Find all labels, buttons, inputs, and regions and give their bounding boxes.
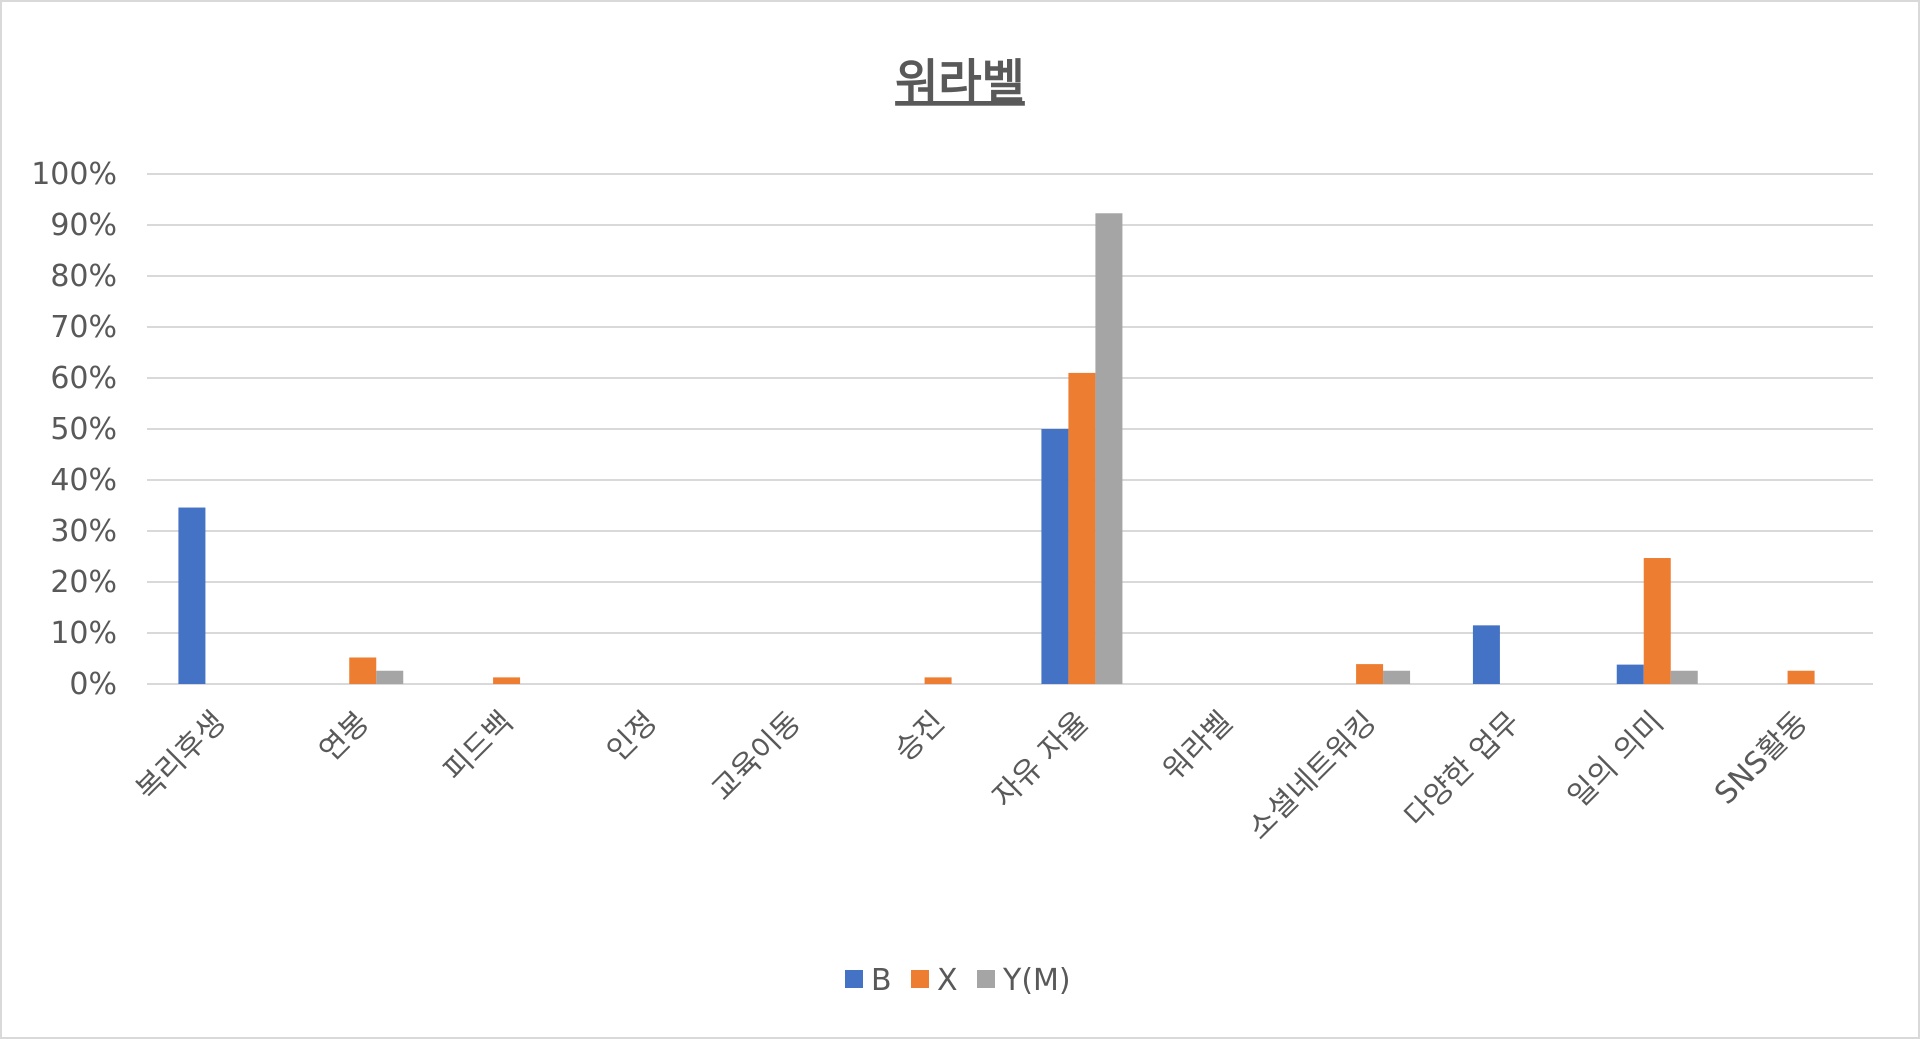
y-tick-label: 20% [50, 565, 117, 600]
y-tick-label: 80% [50, 259, 117, 294]
legend-swatch [977, 970, 995, 988]
legend-swatch [845, 970, 863, 988]
y-tick-label: 40% [50, 463, 117, 498]
y-tick-label: 60% [50, 361, 117, 396]
y-tick-label: 100% [31, 157, 117, 192]
bar-x-6 [924, 677, 952, 684]
x-category-label: 다양한 업무 [1398, 705, 1527, 834]
gridlines [147, 173, 1873, 685]
x-category-label: 승진 [888, 705, 952, 769]
y-tick-label: 10% [50, 616, 117, 651]
y-tick-label: 70% [50, 310, 117, 345]
chart-title: 워라벨 [895, 55, 1025, 110]
bar-x-7 [1068, 372, 1096, 684]
bar-b-11 [1616, 664, 1644, 684]
x-category-label: 자유 자율 [986, 705, 1096, 815]
bars [178, 213, 1815, 684]
x-category-label: SNS활동 [1708, 705, 1815, 812]
bar-x-11 [1643, 558, 1671, 684]
legend-swatch [911, 970, 929, 988]
legend: B X Y(M) [845, 963, 1071, 998]
x-category-label: 피드백 [437, 705, 520, 788]
x-axis-categories: 복리후생 연봉 피드백 인정 교육이동 승진 자유 자율 워라벨 소셜네트워킹 다양한 업무 일의 … [130, 705, 1815, 847]
legend-label: X [937, 963, 958, 998]
bar-x-2 [349, 657, 377, 684]
bar-y-m-7 [1095, 213, 1123, 684]
bar-x-9 [1356, 664, 1384, 684]
x-category-label: 교육이동 [705, 705, 808, 808]
bar-b-10 [1472, 625, 1500, 684]
x-category-label: 소셜네트워킹 [1241, 705, 1383, 847]
bar-x-3 [493, 677, 521, 684]
y-tick-label: 30% [50, 514, 117, 549]
bar-x-12 [1787, 670, 1815, 684]
y-tick-label: 50% [50, 412, 117, 447]
bar-y-m-11 [1670, 670, 1698, 684]
bar-y-m-9 [1383, 670, 1411, 684]
x-category-label: 일의 의미 [1561, 705, 1671, 815]
bar-y-m-2 [376, 670, 404, 684]
y-axis-ticks: 0% 10% 20% 30% 40% 50% 60% 70% 80% 90% 100% [31, 157, 117, 702]
x-category-label: 워라벨 [1156, 705, 1239, 788]
bar-b-1 [178, 507, 206, 684]
y-tick-label: 90% [50, 208, 117, 243]
y-tick-label: 0% [69, 667, 117, 702]
x-category-label: 연봉 [313, 705, 377, 769]
x-category-label: 복리후생 [130, 705, 233, 808]
legend-label: Y(M) [1002, 963, 1071, 998]
legend-label: B [871, 963, 892, 998]
x-category-label: 인정 [600, 705, 664, 769]
bar-b-7 [1041, 429, 1069, 684]
